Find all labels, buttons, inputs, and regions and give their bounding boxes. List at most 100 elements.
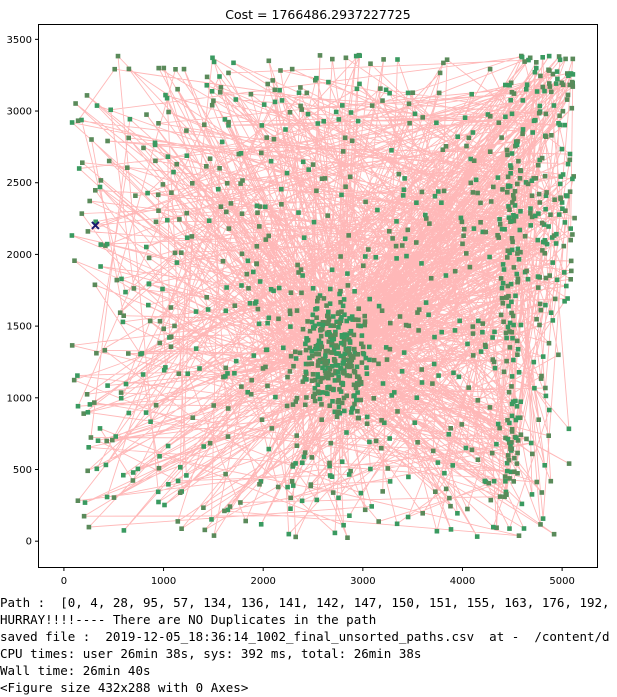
city-point <box>397 314 403 319</box>
city-point <box>448 527 454 532</box>
city-point <box>375 207 380 213</box>
city-point <box>273 394 278 400</box>
city-point <box>75 118 81 123</box>
city-point <box>296 90 302 95</box>
city-point <box>562 122 567 128</box>
city-point <box>532 385 537 391</box>
city-point <box>310 286 316 291</box>
city-point <box>204 295 209 300</box>
city-point <box>509 90 515 95</box>
city-point <box>328 334 333 339</box>
city-point <box>324 303 329 308</box>
city-point <box>470 130 476 135</box>
city-point <box>485 112 491 117</box>
city-point <box>346 472 352 477</box>
city-point <box>508 80 514 86</box>
city-point <box>385 466 391 471</box>
x-tick-label: 3000 <box>350 576 375 587</box>
city-point <box>380 489 385 494</box>
city-point <box>316 359 321 364</box>
city-point <box>381 57 386 62</box>
city-point <box>465 341 470 347</box>
city-point <box>568 237 573 243</box>
city-point <box>184 473 189 478</box>
city-point <box>501 319 506 325</box>
city-point <box>105 138 110 144</box>
city-point <box>540 516 546 521</box>
city-point <box>328 350 333 355</box>
city-point <box>309 348 314 354</box>
city-point <box>439 200 444 205</box>
city-point <box>568 258 574 264</box>
city-point <box>436 90 442 96</box>
city-point <box>529 214 535 220</box>
city-point <box>524 87 529 92</box>
city-point <box>543 385 548 391</box>
city-point <box>181 66 187 72</box>
city-point <box>300 159 306 165</box>
city-point <box>362 313 367 319</box>
city-point <box>406 323 412 329</box>
city-point <box>268 158 274 164</box>
city-point <box>307 328 313 334</box>
city-point <box>565 161 571 167</box>
city-point <box>84 392 90 397</box>
city-point <box>276 316 281 322</box>
city-point <box>562 299 567 304</box>
city-point <box>505 453 511 458</box>
city-point <box>506 389 512 395</box>
city-point <box>308 483 313 489</box>
city-point <box>252 301 258 306</box>
city-point <box>535 274 541 279</box>
city-point <box>254 203 260 209</box>
city-point <box>535 237 541 243</box>
city-point <box>514 338 520 344</box>
city-point <box>511 357 516 363</box>
city-point <box>347 373 353 379</box>
city-point <box>359 333 365 338</box>
city-point <box>310 312 316 318</box>
city-point <box>455 134 460 139</box>
city-point <box>352 401 357 407</box>
city-point <box>470 353 476 358</box>
city-point <box>570 56 576 62</box>
city-point <box>443 273 449 278</box>
city-point <box>498 312 504 318</box>
city-point <box>509 218 515 224</box>
city-point <box>442 470 447 476</box>
city-point <box>528 223 533 228</box>
city-point <box>223 308 229 314</box>
city-point <box>518 249 523 255</box>
city-point <box>313 377 318 383</box>
city-point <box>342 351 348 357</box>
city-point <box>336 378 341 383</box>
city-point <box>452 268 458 274</box>
city-point <box>405 90 411 96</box>
city-point <box>556 212 562 217</box>
city-point <box>471 158 477 163</box>
city-point <box>303 347 309 353</box>
city-point <box>104 438 109 444</box>
city-point <box>327 460 332 466</box>
city-point <box>555 76 560 82</box>
city-point <box>355 118 361 124</box>
output-saved-file-line: saved file : 2019-12-05_18:36:14_1002_fi… <box>0 629 610 644</box>
city-point <box>512 469 517 474</box>
city-point <box>476 318 481 324</box>
city-point <box>336 398 341 403</box>
city-point <box>169 190 174 195</box>
city-point <box>166 109 171 115</box>
city-point <box>330 56 335 62</box>
city-point <box>553 241 559 246</box>
city-point <box>448 426 453 431</box>
city-point <box>146 281 152 286</box>
city-point <box>466 135 472 141</box>
city-point <box>211 533 217 538</box>
city-point <box>455 511 460 516</box>
city-point <box>209 89 215 94</box>
city-point <box>69 233 75 238</box>
city-point <box>345 271 350 276</box>
city-point <box>174 161 179 167</box>
city-point <box>332 530 338 536</box>
city-point <box>227 504 233 509</box>
